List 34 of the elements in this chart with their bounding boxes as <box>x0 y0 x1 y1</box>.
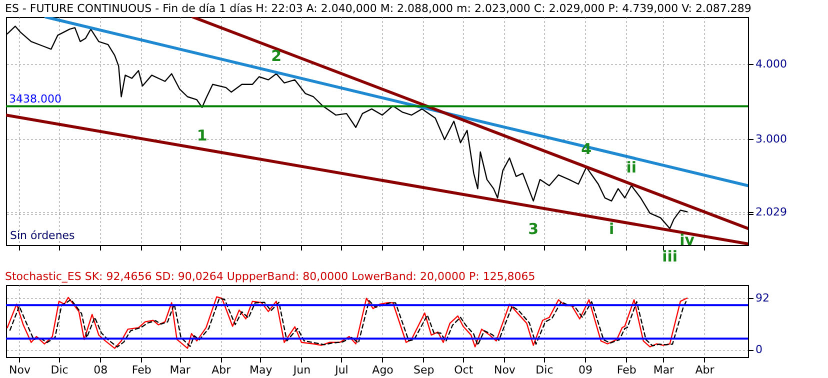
x-tick-label: Mar <box>653 364 675 376</box>
x-tick-label: Dic <box>50 364 68 376</box>
ref-line-label: 3438.000 <box>9 92 62 106</box>
x-tick-label: Abr <box>212 364 232 376</box>
x-tick-label: Nov <box>9 364 31 376</box>
annotation: i <box>608 220 614 238</box>
y-tick-label: 4.000 <box>756 58 787 71</box>
x-tick-label: Jun <box>292 364 311 376</box>
y-tick-label: 0 <box>756 343 762 356</box>
x-tick-label: Abr <box>695 364 715 376</box>
chart-title: ES - FUTURE CONTINUOUS - Fin de día 1 días H: 22:03 A: 2.040,000 M: 2.088,000 m: 2.023,000 C: 2.029,000 P: 4.739,000 V: 2.087.289 <box>5 2 752 15</box>
annotation: 1 <box>196 126 208 144</box>
annotation: 2 <box>271 46 282 65</box>
x-tick-label: 08 <box>94 364 108 376</box>
y-tick-label: 92 <box>756 292 770 305</box>
x-tick-label: Ago <box>372 364 394 376</box>
annotation: iii <box>662 248 678 266</box>
x-tick-label: Jul <box>334 364 348 376</box>
x-tick-label: May <box>250 364 273 376</box>
x-tick-label: Feb <box>132 364 152 376</box>
x-tick-label: Oct <box>454 364 474 376</box>
annotation: iv <box>680 230 695 249</box>
x-tick-label: Mar <box>170 364 191 376</box>
y-tick-label: 2.029 <box>756 205 787 218</box>
x-tick-label: 09 <box>578 364 593 376</box>
chart-title: Stochastic_ES SK: 92,4656 SD: 90,0264 UppperBand: 80,0000 LowerBand: 20,0000 P: 125,8065 <box>5 270 536 283</box>
x-tick-label: Feb <box>616 364 636 376</box>
y-tick-label: 3.000 <box>756 132 787 146</box>
x-tick-label: Nov <box>494 364 516 376</box>
annotation: Sin órdenes <box>10 229 76 242</box>
x-tick-label: Sep <box>414 364 434 376</box>
x-tick-label: Dic <box>536 364 554 376</box>
annotation: 3 <box>528 220 539 238</box>
annotation: ii <box>626 158 637 177</box>
